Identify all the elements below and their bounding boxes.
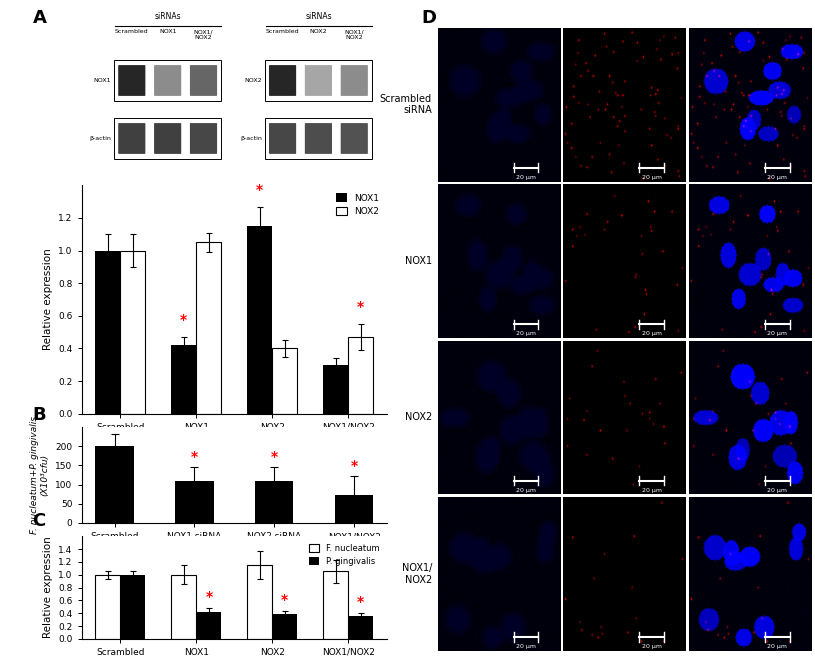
Bar (323, 365, 348, 414)
FancyBboxPatch shape (341, 123, 368, 154)
FancyBboxPatch shape (265, 60, 372, 101)
Text: Scrambled: Scrambled (115, 29, 148, 34)
Bar (196, 242, 222, 414)
Bar (247, 565, 272, 639)
FancyBboxPatch shape (118, 123, 145, 154)
Text: 20 μm: 20 μm (516, 332, 536, 336)
Bar (335, 495, 373, 523)
Y-axis label: Relative expression: Relative expression (42, 249, 52, 350)
Text: *: * (271, 450, 278, 464)
Text: 20 μm: 20 μm (516, 175, 536, 180)
Text: *: * (256, 183, 263, 197)
Bar (272, 614, 297, 639)
Text: 20 μm: 20 μm (768, 644, 787, 649)
Text: β-actin: β-actin (240, 136, 262, 141)
Bar (255, 481, 293, 523)
Bar (171, 346, 196, 414)
Legend: NOX1, NOX2: NOX1, NOX2 (333, 190, 382, 220)
Text: NOX1/
NOX2: NOX1/ NOX2 (402, 563, 432, 585)
Text: B: B (33, 406, 46, 424)
Bar (272, 348, 297, 414)
FancyBboxPatch shape (118, 65, 145, 96)
Text: siRNAs: siRNAs (155, 13, 182, 21)
Text: 20 μm: 20 μm (516, 488, 536, 493)
Text: *: * (205, 590, 213, 604)
FancyBboxPatch shape (341, 65, 368, 96)
Text: 20 μm: 20 μm (641, 332, 662, 336)
FancyBboxPatch shape (305, 65, 332, 96)
Y-axis label: Relative expression: Relative expression (42, 537, 52, 638)
Text: NOX1: NOX1 (159, 29, 176, 34)
Text: *: * (191, 450, 198, 464)
Text: NOX1: NOX1 (94, 78, 111, 83)
Text: NOX1: NOX1 (405, 256, 432, 266)
Text: 20 μm: 20 μm (641, 175, 662, 180)
Bar (121, 575, 146, 639)
Bar (171, 575, 196, 639)
Bar (348, 337, 373, 414)
Text: *: * (281, 592, 289, 607)
Legend: F. nucleatum, P. gingivalis: F. nucleatum, P. gingivalis (306, 540, 383, 569)
Text: NOX2: NOX2 (405, 412, 432, 422)
FancyBboxPatch shape (265, 118, 372, 160)
FancyBboxPatch shape (269, 65, 296, 96)
Text: NOX1/
NOX2: NOX1/ NOX2 (345, 29, 364, 40)
Text: A: A (33, 9, 46, 27)
Bar (247, 226, 272, 414)
Text: *: * (350, 459, 358, 473)
Text: *: * (357, 301, 364, 314)
X-axis label: siRNA transfection: siRNA transfection (176, 438, 293, 448)
Bar (95, 251, 121, 414)
FancyBboxPatch shape (154, 65, 181, 96)
FancyBboxPatch shape (190, 65, 217, 96)
Text: D: D (421, 9, 436, 27)
Text: 20 μm: 20 μm (768, 488, 787, 493)
Y-axis label: F. nucleatum+P. gingivalis
(X10³cfu): F. nucleatum+P. gingivalis (X10³cfu) (30, 416, 50, 534)
Text: 20 μm: 20 μm (641, 644, 662, 649)
Bar (348, 616, 373, 639)
FancyBboxPatch shape (269, 123, 296, 154)
Text: C: C (33, 512, 46, 530)
Text: 20 μm: 20 μm (516, 644, 536, 649)
Text: Scrambled
siRNA: Scrambled siRNA (380, 94, 432, 115)
FancyBboxPatch shape (114, 118, 222, 160)
Text: NOX2: NOX2 (310, 29, 328, 34)
FancyBboxPatch shape (305, 123, 332, 154)
Bar (121, 251, 146, 414)
Bar (323, 571, 348, 639)
Text: β-actin: β-actin (90, 136, 111, 141)
Bar (196, 612, 222, 639)
FancyBboxPatch shape (154, 123, 181, 154)
Bar (95, 575, 121, 639)
Text: 20 μm: 20 μm (768, 175, 787, 180)
Text: NOX2: NOX2 (244, 78, 262, 83)
Text: *: * (180, 313, 187, 327)
FancyBboxPatch shape (190, 123, 217, 154)
Text: *: * (357, 594, 364, 608)
FancyBboxPatch shape (114, 60, 222, 101)
Text: NOX1/
NOX2: NOX1/ NOX2 (194, 29, 214, 40)
Text: siRNAs: siRNAs (306, 13, 333, 21)
Text: 20 μm: 20 μm (641, 488, 662, 493)
Bar (95, 446, 134, 523)
Text: Scrambled: Scrambled (266, 29, 299, 34)
Bar (175, 481, 214, 523)
Text: 20 μm: 20 μm (768, 332, 787, 336)
